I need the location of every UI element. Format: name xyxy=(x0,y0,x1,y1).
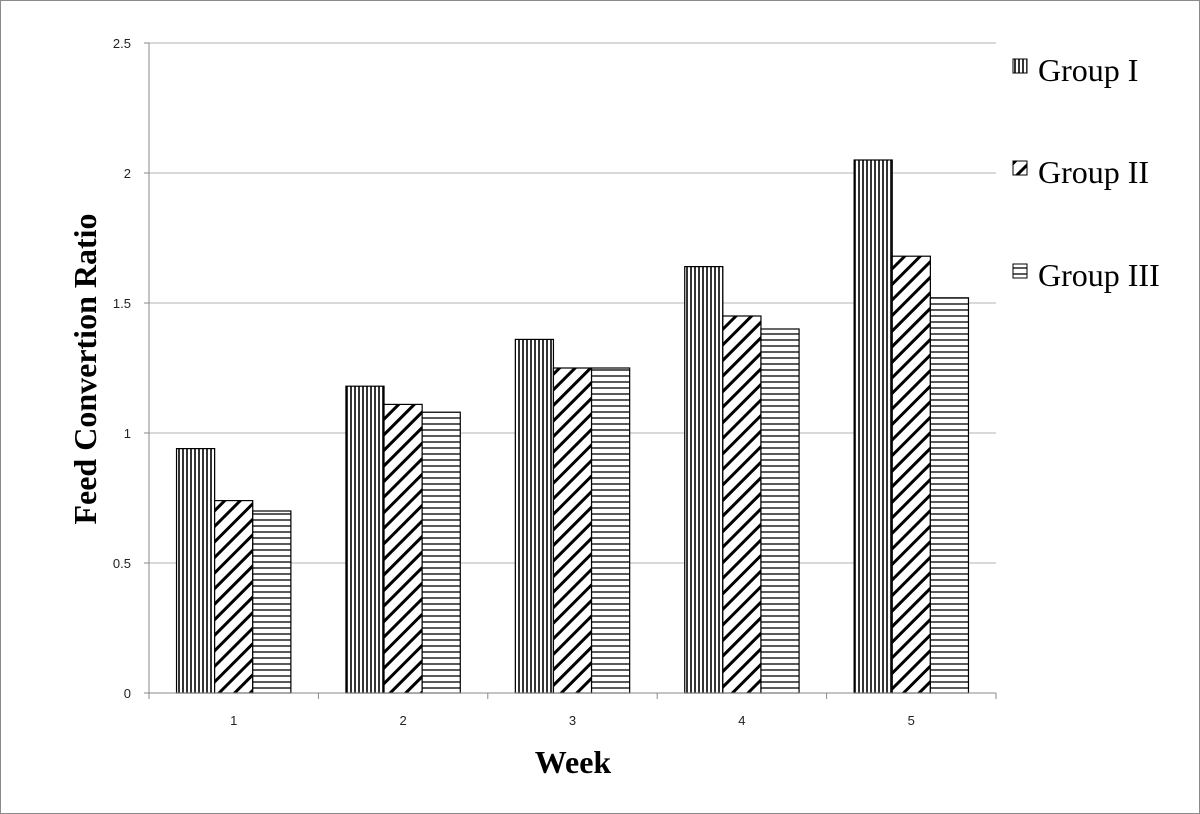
legend-swatch xyxy=(1012,160,1028,176)
bar-group-ii-week-2 xyxy=(383,403,423,694)
x-tick-label: 1 xyxy=(230,713,237,728)
y-tick-label: 1.5 xyxy=(113,296,131,311)
bar-group-i-week-5 xyxy=(853,159,893,694)
bar-group-iii-week-5 xyxy=(929,297,970,694)
y-tick-label: 1 xyxy=(124,426,131,441)
legend-swatch xyxy=(1012,263,1028,279)
bar-group-iii-week-2 xyxy=(421,411,461,694)
bar-group-iii-week-1 xyxy=(252,510,292,694)
axes: 0 0.5 1 1.5 2 2.5 1 2 3 4 5 xyxy=(113,36,997,728)
y-axis-title: Feed Convertion Ratio xyxy=(67,213,103,524)
bar-group-ii-week-3 xyxy=(552,367,593,694)
y-tick-label: 2 xyxy=(124,166,131,181)
legend-swatch xyxy=(1012,58,1028,74)
bar-group-ii-week-5 xyxy=(891,255,931,694)
legend-label: Group I xyxy=(1038,52,1138,88)
y-tick-label: 0 xyxy=(124,686,131,701)
x-tick-label: 4 xyxy=(738,713,745,728)
legend-label: Group II xyxy=(1038,154,1149,190)
bar-group-i-week-3 xyxy=(514,338,555,694)
x-axis-title: Week xyxy=(535,744,612,780)
legend: Group I Group II Group III xyxy=(1012,52,1160,293)
bars xyxy=(175,159,970,694)
bar-group-iii-week-4 xyxy=(760,328,800,694)
x-tick-label: 2 xyxy=(399,713,406,728)
bar-group-ii-week-1 xyxy=(214,500,254,694)
x-tick-label: 5 xyxy=(908,713,915,728)
x-tick-label: 3 xyxy=(569,713,576,728)
legend-label: Group III xyxy=(1038,257,1160,293)
bar-group-i-week-2 xyxy=(345,385,385,694)
bar-group-iii-week-3 xyxy=(590,367,631,694)
bar-group-ii-week-4 xyxy=(722,315,762,694)
y-tick-label: 0.5 xyxy=(113,556,131,571)
y-tick-label: 2.5 xyxy=(113,36,131,51)
bar-group-i-week-1 xyxy=(175,448,216,694)
bar-group-i-week-4 xyxy=(684,266,724,694)
